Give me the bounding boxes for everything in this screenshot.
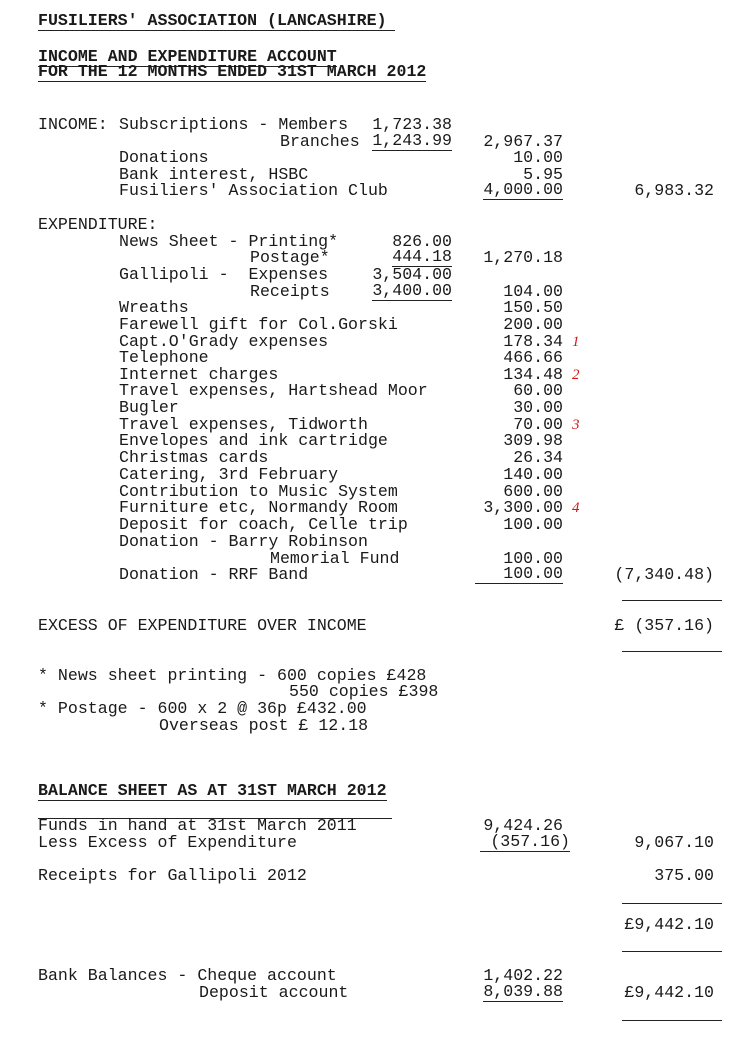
amount: 375.00 xyxy=(654,866,714,885)
row-label: Deposit account xyxy=(199,983,349,1002)
amount: 2,967.37 xyxy=(483,132,563,151)
row-label: Receipts for Gallipoli 2012 xyxy=(38,866,307,885)
footnote: * Postage - 600 x 2 @ 36p £432.00 xyxy=(38,699,367,718)
amount: 3,504.00 xyxy=(372,265,452,284)
amount: 10.00 xyxy=(513,148,563,167)
amount: 178.34 xyxy=(503,332,563,351)
annotation-marker: 4 xyxy=(572,500,580,516)
amount: 134.48 xyxy=(503,365,563,384)
row-label: Gallipoli - Expenses xyxy=(119,265,329,284)
amount: 104.00 xyxy=(503,282,563,301)
row-label: Less Excess of Expenditure xyxy=(38,833,297,852)
expenditure-label: EXPENDITURE: xyxy=(38,215,158,234)
amount: 26.34 xyxy=(513,448,563,467)
row-label: Bank interest, HSBC xyxy=(119,165,309,184)
org-title: FUSILIERS' ASSOCIATION (LANCASHIRE) xyxy=(38,12,395,31)
amount: 60.00 xyxy=(513,381,563,400)
footnote: 550 copies £398 xyxy=(289,682,439,701)
divider xyxy=(622,600,722,601)
row-label: Travel expenses, Hartshead Moor xyxy=(119,381,428,400)
annotation-marker: 2 xyxy=(572,367,580,383)
divider xyxy=(622,651,722,652)
row-label: Furniture etc, Normandy Room xyxy=(119,498,398,517)
amount: 444.18 xyxy=(392,247,452,267)
amount: 1,402.22 xyxy=(483,966,563,985)
excess-amount: £ (357.16) xyxy=(614,616,714,635)
footnote: * News sheet printing - 600 copies £428 xyxy=(38,666,427,685)
annotation-marker: 1 xyxy=(572,334,580,350)
row-label: Donation - RRF Band xyxy=(119,565,309,584)
amount: 100.00 xyxy=(475,565,563,584)
divider xyxy=(622,903,722,904)
divider xyxy=(622,951,722,952)
balance-total: £9,442.10 xyxy=(624,915,714,934)
row-label: Branches xyxy=(280,132,360,151)
row-label: Envelopes and ink cartridge xyxy=(119,431,388,450)
income-subscriptions-row: INCOME: Subscriptions - Members 1,723.38 xyxy=(0,115,750,135)
row-label: Bugler xyxy=(119,398,179,417)
row-label: Donations xyxy=(119,148,209,167)
excess-label: EXCESS OF EXPENDITURE OVER INCOME xyxy=(38,616,367,635)
expenditure-total: (7,340.48) xyxy=(614,565,714,584)
row-label: News Sheet - Printing* xyxy=(119,232,339,251)
income-total: 6,983.32 xyxy=(634,181,714,200)
row-label: Internet charges xyxy=(119,365,279,384)
amount: (357.16) xyxy=(480,833,570,852)
divider xyxy=(622,1020,722,1021)
row-label: Funds in hand at 31st March 2011 xyxy=(38,816,357,835)
amount: 9,424.26 xyxy=(483,816,563,835)
row-label: Contribution to Music System xyxy=(119,482,398,501)
row-label: Wreaths xyxy=(119,298,189,317)
row-label: Christmas cards xyxy=(119,448,269,467)
account-title: INCOME AND EXPENDITURE ACCOUNT xyxy=(38,47,337,67)
amount: 600.00 xyxy=(503,482,563,501)
amount: 826.00 xyxy=(392,232,452,251)
row-label: Donation - Barry Robinson xyxy=(119,532,368,551)
amount: 3,300.00 xyxy=(483,498,563,517)
amount: 100.00 xyxy=(503,549,563,568)
amount: 1,723.38 xyxy=(372,115,452,134)
amount: 140.00 xyxy=(503,465,563,484)
row-label: Farewell gift for Col.Gorski xyxy=(119,315,398,334)
amount: 30.00 xyxy=(513,398,563,417)
amount: 200.00 xyxy=(503,315,563,334)
bank-total: £9,442.10 xyxy=(624,983,714,1002)
row-label: Catering, 3rd February xyxy=(119,465,339,484)
income-label: INCOME: xyxy=(38,115,108,134)
annotation-marker: 3 xyxy=(572,417,580,433)
amount: 309.98 xyxy=(503,431,563,450)
amount: 466.66 xyxy=(503,348,563,367)
footnote: Overseas post £ 12.18 xyxy=(159,716,369,735)
amount: 4,000.00 xyxy=(483,180,563,200)
account-period: FOR THE 12 MONTHS ENDED 31ST MARCH 2012 xyxy=(38,62,427,82)
amount: 150.50 xyxy=(503,298,563,317)
row-label: Telephone xyxy=(119,348,209,367)
amount: 3,400.00 xyxy=(372,281,452,301)
row-label: Memorial Fund xyxy=(270,549,400,568)
row-label: Receipts xyxy=(250,282,330,301)
row-label: Travel expenses, Tidworth xyxy=(119,415,368,434)
amount: 1,243.99 xyxy=(372,131,452,151)
amount: 9,067.10 xyxy=(634,833,714,852)
amount: 5.95 xyxy=(523,165,563,184)
row-label: Subscriptions - Members xyxy=(119,115,349,134)
divider xyxy=(38,818,392,819)
row-label: Postage* xyxy=(250,248,330,267)
row-label: Fusiliers' Association Club xyxy=(119,181,388,200)
amount: 1,270.18 xyxy=(483,248,563,267)
balance-sheet-title: BALANCE SHEET AS AT 31ST MARCH 2012 xyxy=(38,781,387,801)
row-label: Capt.O'Grady expenses xyxy=(119,332,329,351)
row-label: Deposit for coach, Celle trip xyxy=(119,515,408,534)
amount: 8,039.88 xyxy=(483,982,563,1002)
amount: 100.00 xyxy=(503,515,563,534)
amount: 70.00 xyxy=(513,415,563,434)
row-label: Bank Balances - Cheque account xyxy=(38,966,337,985)
